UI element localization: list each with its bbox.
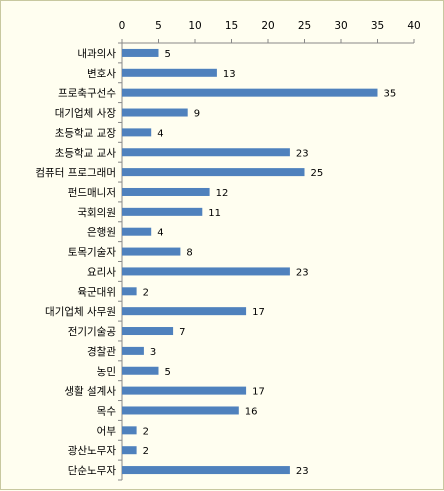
x-tick-label: 35: [371, 20, 384, 32]
data-label: 23: [296, 466, 309, 477]
bar: [122, 327, 174, 336]
category-label: 내과의사: [77, 48, 116, 60]
category-label: 펀드매니저: [68, 187, 116, 199]
bar: [122, 287, 137, 296]
x-tick-label: 0: [119, 20, 126, 32]
bar-layer: [122, 48, 378, 475]
data-label: 2: [143, 287, 149, 298]
bar: [122, 267, 290, 276]
x-tick-label: 30: [334, 20, 347, 32]
data-label: 5: [165, 49, 171, 60]
bar: [122, 346, 144, 355]
data-label: 2: [143, 426, 149, 437]
bar: [122, 68, 217, 77]
data-label: 11: [208, 208, 221, 219]
bar: [122, 446, 137, 455]
category-label: 농민: [97, 366, 116, 378]
category-label: 대기업체 사무원: [45, 305, 116, 318]
category-label: 요리사: [87, 266, 116, 278]
category-label: 토목기술자: [68, 247, 117, 259]
data-label: 17: [252, 387, 265, 398]
x-tick-label: 20: [261, 20, 274, 32]
bar: [122, 88, 378, 97]
data-label: 8: [186, 248, 192, 259]
data-label: 9: [194, 109, 200, 120]
data-label: 7: [179, 327, 185, 338]
bar: [122, 148, 290, 157]
x-tick-label: 5: [155, 20, 162, 32]
bar: [122, 466, 290, 475]
category-label: 초등학교 교장: [55, 127, 117, 139]
data-label: 13: [223, 69, 236, 80]
bar: [122, 406, 239, 415]
data-label: 2: [143, 446, 149, 457]
bar: [122, 366, 159, 375]
data-label: 35: [384, 89, 397, 100]
data-label: 16: [245, 406, 258, 417]
data-label: 23: [296, 267, 309, 278]
data-label: 4: [157, 128, 163, 139]
category-label: 경찰관: [87, 345, 116, 358]
x-tick-label: 25: [298, 20, 311, 32]
category-label: 컴퓨터 프로그래머: [35, 167, 116, 179]
category-label: 국회의원: [77, 207, 116, 219]
x-tick-label: 10: [188, 20, 201, 32]
category-label: 은행원: [87, 227, 116, 239]
bar: [122, 128, 152, 137]
data-label: 4: [157, 228, 163, 239]
bar: [122, 187, 210, 196]
data-label: 3: [150, 347, 156, 358]
bar: [122, 307, 247, 316]
data-label: 17: [252, 307, 265, 318]
category-label: 대기업체 사장: [55, 107, 117, 120]
data-label: 5: [165, 367, 171, 378]
category-label: 전기기술공: [68, 326, 117, 338]
bar: [122, 108, 188, 117]
category-label: 육군대위: [77, 285, 116, 298]
data-label: 12: [216, 188, 229, 199]
category-label: 단순노무자: [68, 465, 117, 477]
category-label: 프로축구선수: [58, 88, 116, 100]
bar: [122, 207, 203, 216]
bar: [122, 227, 152, 236]
bar: [122, 168, 305, 177]
bar: [122, 48, 159, 57]
bar: [122, 426, 137, 435]
bar: [122, 247, 181, 256]
x-tick-label: 40: [407, 20, 420, 32]
category-label: 목수: [97, 405, 117, 417]
category-label: 광산노무자: [68, 445, 117, 457]
category-label: 초등학교 교사: [55, 147, 117, 159]
data-label: 25: [311, 168, 324, 179]
bar: [122, 386, 247, 395]
category-label: 변호사: [87, 68, 116, 80]
x-tick-label: 15: [225, 20, 238, 32]
category-label: 생활 설계사: [64, 385, 116, 398]
category-label: 어부: [97, 425, 117, 437]
data-label: 23: [296, 148, 309, 159]
